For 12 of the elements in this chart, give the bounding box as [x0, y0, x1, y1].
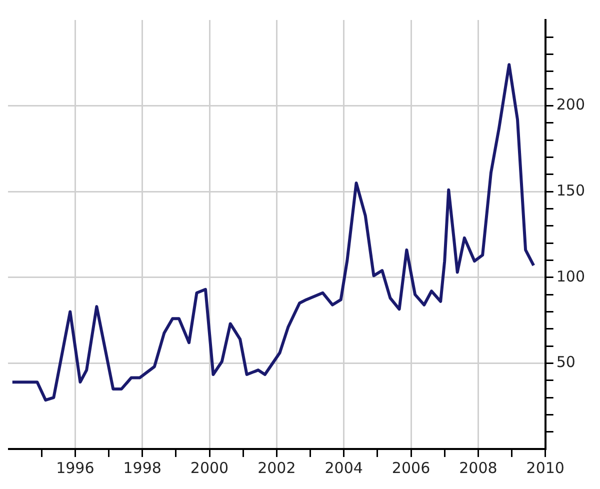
y-tick-label: 200	[556, 96, 586, 114]
x-tick-label: 1998	[123, 458, 162, 477]
x-tick-label: 2006	[392, 458, 430, 477]
x-tick-label: 2002	[258, 458, 296, 477]
x-tick-label: 2004	[324, 458, 363, 477]
x-tick-label: 2008	[459, 458, 498, 477]
x-tick-label: 2010	[526, 458, 564, 477]
x-tick-label: 2000	[190, 458, 229, 477]
y-tick-label: 100	[556, 267, 586, 286]
y-tick-label: 50	[556, 353, 576, 372]
y-tick-label: 150	[556, 181, 586, 200]
x-tick-label: 1996	[56, 458, 94, 477]
